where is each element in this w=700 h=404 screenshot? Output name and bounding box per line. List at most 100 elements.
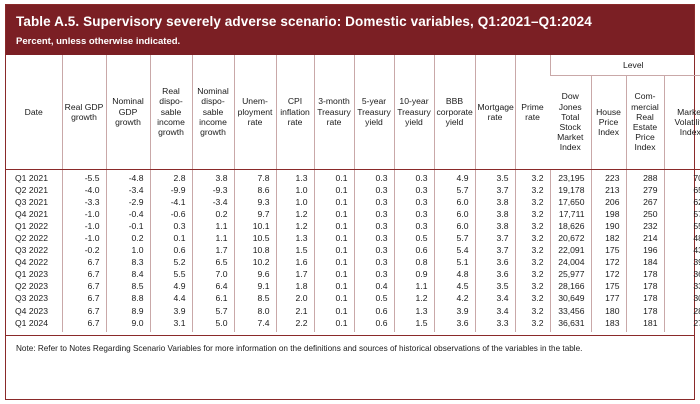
column-header-line: income: [157, 116, 185, 127]
table-cell: 3.6: [474, 268, 515, 281]
table-cell: 8.9: [105, 304, 150, 317]
table-cell: 39.4: [663, 256, 700, 269]
table-cell: 1.0: [105, 244, 150, 257]
table-cell: 4.5: [433, 280, 475, 293]
table-cell: 0.3: [393, 169, 434, 184]
table-cell: 178: [625, 292, 664, 305]
table-cell: 0.8: [393, 256, 434, 269]
table-cell: -3.4: [105, 183, 150, 196]
column-header-line: rate: [326, 116, 342, 127]
table-cell: 213: [590, 183, 626, 196]
table-cell: -0.6: [149, 207, 192, 220]
table-cell: 3.2: [514, 256, 550, 269]
table-cell: 1.0: [275, 183, 314, 196]
table-cell: -4.1: [149, 195, 192, 208]
table-cell: 1.6: [275, 256, 314, 269]
table-cell: 175: [590, 280, 626, 293]
column-header-line: dispo-: [201, 96, 225, 107]
table-cell: 70.0: [663, 169, 700, 184]
table-cell: 0.3: [353, 183, 394, 196]
table-cell: 28.3: [663, 304, 700, 317]
table-cell: 9.1: [233, 280, 276, 293]
table-cell: 43.6: [663, 244, 700, 257]
column-header: 3-month Treasury rate: [313, 55, 354, 170]
column-header: Real dispo-sable income growth: [149, 55, 192, 170]
column-header-line: Price: [598, 116, 619, 127]
table-row: Q1 2022 -1.0 -0.1 0.3 1.1 10.1 1.2 0.1 0.3 0.3 6.0…: [6, 219, 700, 232]
column-header-line: ployment: [237, 106, 273, 117]
table-cell: -1.0: [61, 231, 106, 245]
table-cell: 5.7: [433, 183, 475, 196]
table-title: Table A.5. Supervisory severely adverse …: [16, 14, 592, 29]
table-cell: 3.2: [514, 169, 550, 184]
table-cell: 0.1: [313, 219, 354, 232]
column-header-line: Real: [636, 111, 654, 122]
table-cell: 1.3: [393, 304, 434, 317]
table-cell: 24,004: [549, 256, 591, 269]
table-cell: 0.5: [393, 231, 434, 245]
table-cell: 232: [625, 219, 664, 232]
table-row: Q4 2022 6.7 8.3 5.2 6.5 10.2 1.6 0.1 0.3 0.8 5.1 3.…: [6, 256, 700, 269]
table-row: Q1 2024 6.7 9.0 3.1 5.0 7.4 2.2 0.1 0.6 1.5 3.6 3.3…: [6, 316, 700, 332]
table-cell: 9.3: [233, 195, 276, 208]
table-cell: 0.1: [313, 280, 354, 293]
column-header-line: Estate: [632, 122, 658, 132]
table-cell: 20,672: [549, 231, 591, 245]
table-cell: 1.2: [275, 219, 314, 232]
column-header-line: growth: [200, 127, 226, 138]
table-cell: 0.6: [353, 316, 394, 332]
table-cell: 178: [625, 280, 664, 293]
table-cell: 57.6: [663, 207, 700, 220]
table-cell: 17,711: [549, 207, 591, 220]
table-cell: 250: [625, 207, 664, 220]
table-cell: 3.2: [514, 219, 550, 232]
column-header-line: yield: [445, 116, 464, 127]
note-divider: [6, 334, 694, 336]
table-cell: 0.1: [313, 316, 354, 332]
table-cell: 279: [625, 183, 664, 196]
level-group-header: Level: [549, 55, 700, 76]
table-cell: 175: [590, 244, 626, 257]
table-cell: 0.1: [313, 231, 354, 245]
table-row: Q4 2023 6.7 8.9 3.9 5.7 8.0 2.1 0.1 0.6 1.3 3.9 3.4…: [6, 304, 700, 317]
table-row: Q2 2022 -1.0 0.2 0.1 1.1 10.5 1.3 0.1 0.3 0.5 5.7 3…: [6, 231, 700, 245]
table-cell: 3.2: [514, 207, 550, 220]
table-cell: 0.1: [313, 304, 354, 317]
column-header-line: Stock: [559, 122, 582, 132]
table-cell: 1.0: [275, 195, 314, 208]
table-cell: -1.0: [61, 219, 106, 232]
column-header-line: Index: [597, 127, 620, 138]
column-header: Date: [6, 55, 62, 170]
column-header: MarketVolatilityIndex: [663, 75, 700, 170]
column-header-line: 3-month: [318, 96, 350, 107]
column-header-line: Real GDP: [64, 101, 104, 112]
table-cell: 1.8: [275, 280, 314, 293]
table-cell: 0.3: [393, 195, 434, 208]
table-cell: -5.5: [61, 169, 106, 184]
table-cell: 3.5: [474, 280, 515, 293]
column-header-line: growth: [115, 116, 141, 127]
table-cell: 5.4: [433, 244, 475, 257]
table-cell: -0.2: [61, 244, 106, 257]
table-cell: 0.1: [313, 244, 354, 257]
table-cell: 6.5: [191, 256, 234, 269]
table-cell: 33,456: [549, 304, 591, 317]
table-cell: 0.3: [393, 207, 434, 220]
table-cell: 180: [590, 304, 626, 317]
table-cell: 2.8: [149, 169, 192, 184]
table-cell: 0.6: [149, 244, 192, 257]
table-cell: 10.1: [233, 219, 276, 232]
table-cell: 214: [625, 231, 664, 245]
table-cell: 183: [590, 316, 626, 332]
table-cell: 6.0: [433, 195, 475, 208]
table-cell: 8.5: [105, 280, 150, 293]
column-header-line: House: [596, 106, 621, 117]
column-header-line: Index: [559, 142, 581, 153]
table-cell: 5.1: [433, 256, 475, 269]
column-header-line: yield: [405, 116, 423, 127]
column-header-line: Jones: [558, 101, 582, 112]
column-header-line: Nominal: [112, 96, 144, 107]
table-cell: 6.4: [191, 280, 234, 293]
table-subtitle: Percent, unless otherwise indicated.: [16, 36, 181, 47]
table-cell: 7.0: [191, 268, 234, 281]
